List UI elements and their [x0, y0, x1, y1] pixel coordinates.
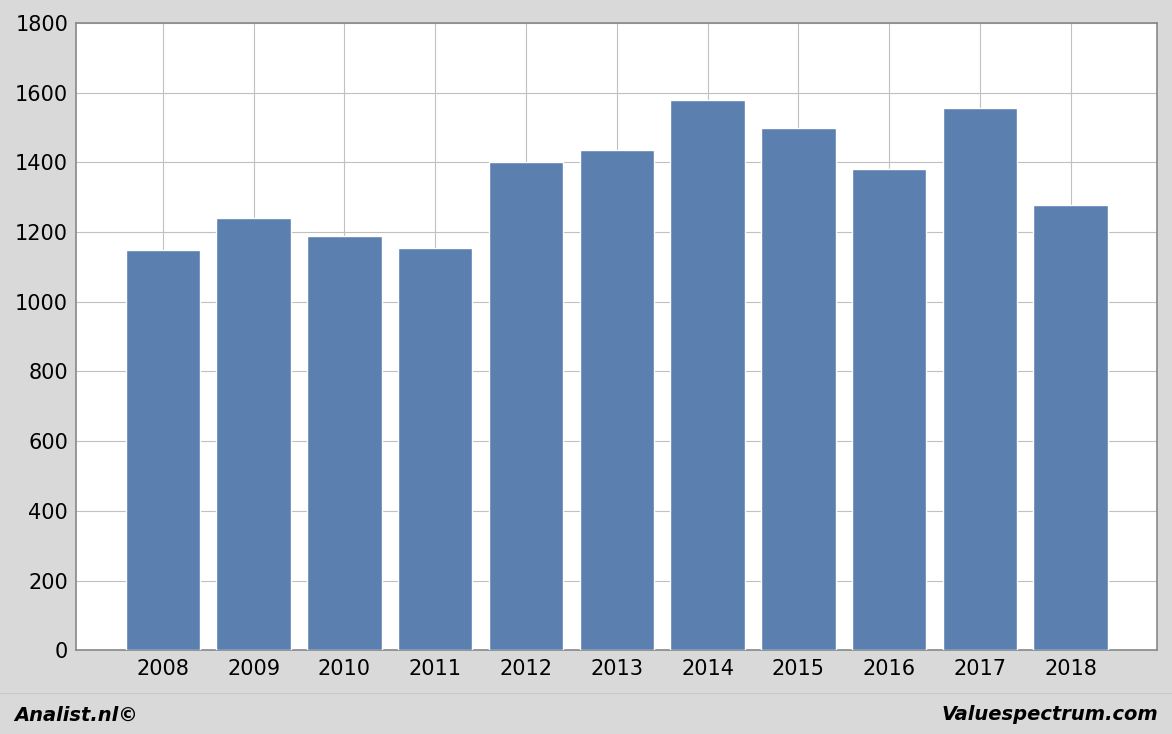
Bar — [489, 162, 564, 650]
Bar — [125, 250, 200, 650]
Text: Analist.nl©: Analist.nl© — [14, 705, 138, 724]
Bar — [398, 248, 472, 650]
Bar — [942, 109, 1017, 650]
Bar — [761, 128, 836, 650]
Text: Valuespectrum.com: Valuespectrum.com — [941, 705, 1158, 724]
Bar — [307, 236, 382, 650]
Bar — [852, 170, 926, 650]
Bar — [1034, 205, 1108, 650]
Bar — [579, 150, 654, 650]
Bar — [217, 218, 291, 650]
Bar — [670, 100, 744, 650]
